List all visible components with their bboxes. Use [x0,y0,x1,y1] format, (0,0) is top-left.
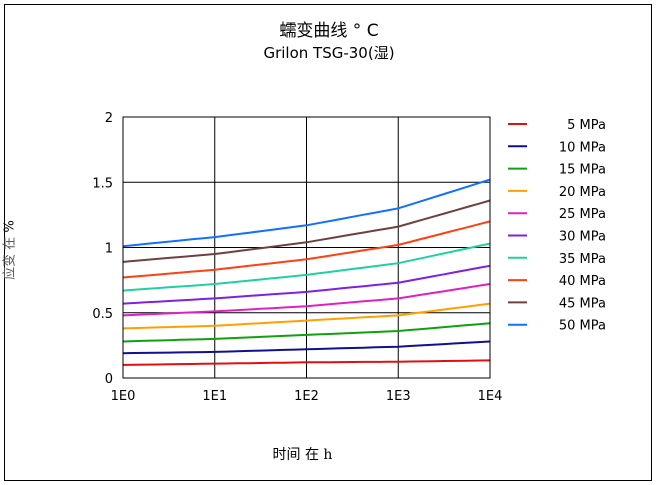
chart-title: 蠕变曲线 ° C [279,21,379,41]
x-tick-labels: 1E0 1E1 1E2 1E3 1E4 [111,389,503,404]
series-line-2 [122,340,491,355]
y-tick-label: 1 [105,242,113,257]
legend-label: 30 MPa [559,230,606,245]
series-line-9 [122,199,491,263]
series-line-10 [122,178,491,248]
legend-label: 50 MPa [559,319,606,334]
y-tick-label: 1.5 [92,176,113,191]
x-tick-label: 1E3 [386,389,411,404]
x-axis-label: 时间 在 h [272,447,333,463]
series-line-8 [122,220,491,279]
series-lines [122,178,491,366]
x-tick-label: 1E1 [202,389,227,404]
x-tick-label: 1E4 [478,389,503,404]
grid-lines [122,116,491,379]
series-line-6 [122,264,491,305]
legend-label: 5 MPa [567,118,606,133]
plot-area-border [122,116,491,379]
series-line-1 [122,359,491,366]
y-tick-label: 0 [105,372,113,387]
legend-label: 45 MPa [559,296,606,311]
legend-label: 15 MPa [559,163,606,178]
x-tick-label: 1E0 [111,389,136,404]
legend-label: 20 MPa [559,185,606,200]
y-tick-labels: 0 0.5 1 1.5 2 [92,111,113,387]
series-line-3 [122,322,491,343]
series-line-5 [122,283,491,317]
legend-label: 10 MPa [559,140,606,155]
series-line-7 [122,242,491,292]
chart-subtitle: Grilon TSG-30(湿) [263,44,395,62]
legend-label: 25 MPa [559,207,606,222]
x-tick-label: 1E2 [294,389,319,404]
chart-frame [4,4,652,481]
y-tick-label: 0.5 [92,307,113,322]
legend: 5 MPa 10 MPa 15 MPa 20 MPa 25 MPa 30 MPa 35 MP… [508,118,606,334]
legend-label: 40 MPa [559,274,606,289]
series-line-4 [122,302,491,330]
legend-label: 35 MPa [559,252,606,267]
y-tick-label: 2 [105,111,113,126]
